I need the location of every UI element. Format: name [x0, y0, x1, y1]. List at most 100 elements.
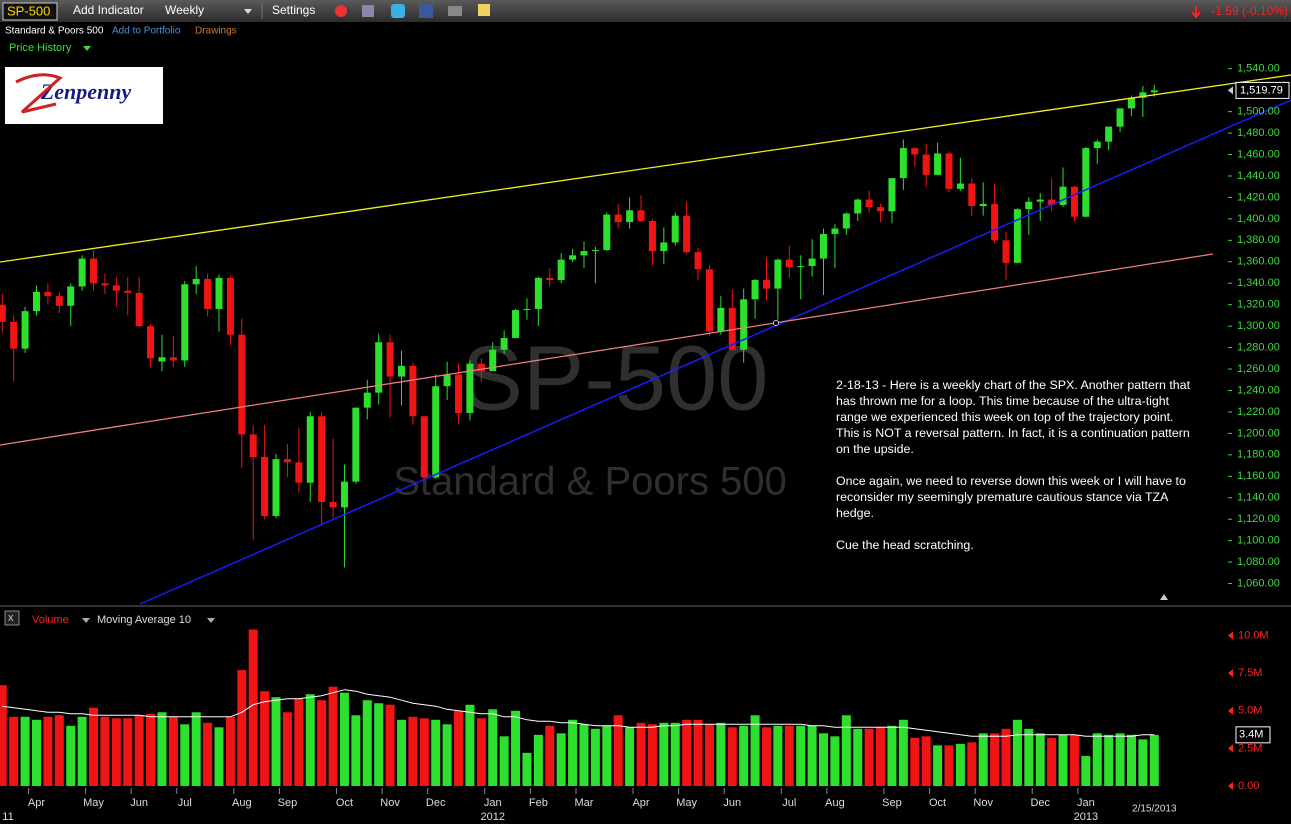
dropdown-arrow[interactable]: [244, 9, 252, 14]
dropdown-arrow[interactable]: [83, 46, 91, 51]
candle-body: [637, 210, 645, 222]
price-tag: [1235, 81, 1290, 99]
candle-body: [797, 266, 805, 268]
scroll-arrow[interactable]: [1160, 594, 1168, 600]
year-label: 2013: [1074, 811, 1098, 823]
y-tick-label: 1,220.00: [1237, 406, 1280, 418]
volume-bar: [898, 719, 908, 786]
candle-body: [55, 296, 63, 306]
volume-tick: [1228, 782, 1233, 790]
y-tick-label: 1,380.00: [1237, 234, 1280, 246]
candle-body: [728, 307, 736, 350]
candle-body: [226, 277, 234, 335]
candle-body: [32, 291, 40, 312]
candle-body: [1059, 186, 1067, 205]
candle-body: [204, 278, 212, 309]
volume-bar: [260, 691, 270, 786]
candle-body: [409, 365, 417, 417]
symbol-box[interactable]: [2, 2, 58, 21]
volume-bar: [225, 716, 235, 786]
x-tick-label: May: [676, 797, 697, 809]
candle-body: [854, 199, 862, 214]
volume-bar: [967, 742, 977, 786]
volume-tag: [1235, 726, 1271, 744]
x-tick-label: Mar: [575, 797, 594, 809]
candle-body: [751, 280, 759, 300]
logo-z: [15, 73, 63, 114]
volume-bar: [1047, 737, 1057, 786]
y-tick-label: 1,100.00: [1237, 535, 1280, 547]
x-tick-label: Feb: [529, 797, 548, 809]
icon[interactable]: [448, 6, 462, 16]
add-portfolio[interactable]: Add to Portfolio: [112, 26, 181, 37]
twitter-icon[interactable]: [391, 4, 405, 18]
drawings[interactable]: Drawings: [195, 26, 237, 37]
ma-title[interactable]: Moving Average 10: [97, 614, 191, 626]
facebook-icon[interactable]: [419, 4, 433, 18]
volume-bar: [568, 719, 578, 786]
volume-bar: [807, 725, 817, 786]
x-tick-label: Aug: [825, 797, 845, 809]
panel-title[interactable]: Price History: [9, 42, 72, 54]
volume-bar: [1092, 733, 1102, 786]
candle-body: [420, 416, 428, 478]
candle-body: [261, 456, 269, 516]
interval[interactable]: Weekly: [165, 3, 204, 17]
dropdown-arrow[interactable]: [82, 618, 90, 623]
close-x[interactable]: x: [8, 612, 14, 624]
volume-bar: [282, 712, 292, 786]
candle-body: [842, 213, 850, 229]
close-button[interactable]: [4, 610, 20, 626]
volume-bar: [933, 745, 943, 786]
note-icon[interactable]: [478, 4, 490, 16]
x-tick-label: Jan: [1077, 797, 1095, 809]
y-tick-label: 1,540.00: [1237, 63, 1280, 75]
candle-body: [135, 292, 143, 327]
year-label: 11: [2, 811, 13, 823]
moving-average: [2, 689, 1155, 737]
candle-body: [626, 210, 634, 223]
y-tick-label: 1,340.00: [1237, 277, 1280, 289]
line-handle[interactable]: [773, 320, 779, 326]
volume-bar: [1035, 733, 1045, 786]
alarm-icon[interactable]: [335, 5, 347, 17]
candle-body: [603, 214, 611, 250]
volume-bar: [328, 686, 338, 786]
volume-tick: [1228, 706, 1233, 715]
candle-body: [1013, 209, 1021, 263]
volume-bar: [89, 707, 99, 786]
volume-bar: [465, 704, 475, 786]
candle-body: [124, 290, 132, 293]
axes: 1,060.00 1,080.00 1,100.00 1,120.00 1,140.00…: [2, 63, 1290, 823]
candle-body: [648, 221, 656, 252]
settings[interactable]: Settings: [272, 3, 315, 17]
candle-body: [112, 285, 120, 291]
volume-tick-label: 2.5M: [1238, 742, 1262, 754]
candle-body: [432, 386, 440, 478]
candle-body: [67, 286, 75, 306]
tag-arrow: [1228, 86, 1233, 95]
price-tag-label: 1,519.79: [1240, 84, 1283, 96]
volume-title[interactable]: Volume: [32, 614, 69, 626]
symbol[interactable]: SP-500: [7, 3, 50, 18]
volume-bar: [191, 712, 201, 786]
candle-body: [147, 326, 155, 359]
y-tick-label: 1,420.00: [1237, 191, 1280, 203]
candle-body: [44, 291, 52, 297]
x-tick-label: Aug: [232, 797, 252, 809]
volume-bar: [1058, 734, 1068, 786]
volume-bar: [556, 733, 566, 786]
volume-bar: [1104, 734, 1114, 786]
candle-body: [340, 481, 348, 508]
icon[interactable]: [362, 5, 374, 17]
add-indicator[interactable]: Add Indicator: [73, 3, 144, 17]
volume-bar: [1001, 728, 1011, 786]
dropdown-arrow[interactable]: [207, 618, 215, 623]
volume-bar: [123, 718, 133, 786]
volume-bar: [0, 685, 7, 786]
volume-bar: [784, 725, 794, 786]
candle-body: [500, 337, 508, 350]
volume-bar: [625, 727, 635, 786]
volume-bar: [978, 733, 988, 786]
